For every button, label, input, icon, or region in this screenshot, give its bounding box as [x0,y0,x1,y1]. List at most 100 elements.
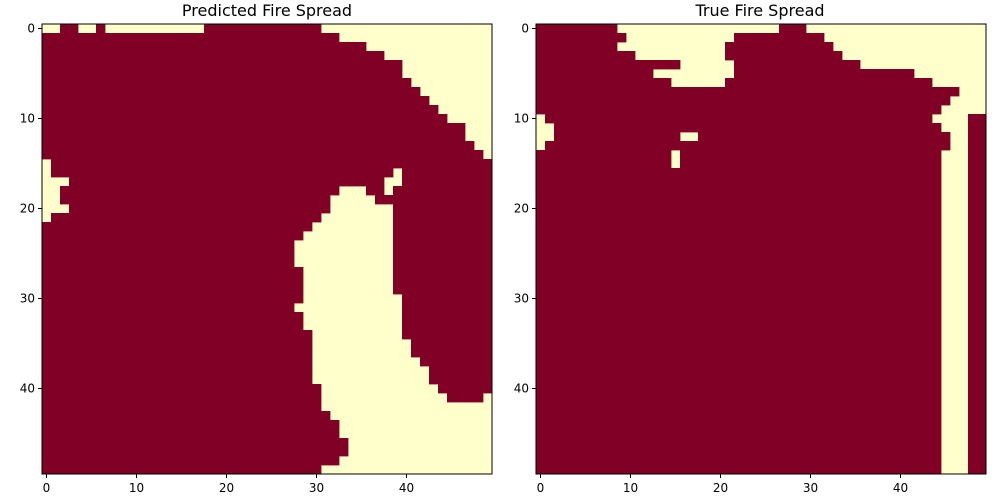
heatmap-cell-run [545,114,933,124]
heatmap-cell-run [60,24,79,34]
y-tick-label: 40 [514,382,529,396]
heatmap-cell-run [968,177,987,187]
heatmap-cell-run [968,393,987,403]
heatmap-cell-run [393,240,493,250]
heatmap-cell-run [42,267,304,277]
heatmap-cell-run [42,150,484,160]
heatmap-cell-run [968,357,987,367]
heatmap-cell-run [536,33,627,43]
heatmap-cell-run [402,303,493,313]
heatmap-cell-run [42,33,340,43]
heatmap-cell-run [393,231,493,241]
heatmap-cell-run [536,105,942,115]
heatmap-cell-run [536,69,654,79]
heatmap-cell-run [968,186,987,196]
heatmap-cell-run [536,42,618,52]
heatmap-cell-run [375,195,493,205]
heatmap-cell-run [680,150,942,160]
heatmap-cell-run [42,321,304,331]
heatmap-cell-run [536,51,636,61]
x-tick-label: 0 [43,481,51,495]
heatmap-cell-run [968,402,987,412]
heatmap-cell-run [42,96,430,106]
x-tick-label: 30 [803,481,818,495]
heatmap-cell-run [536,231,942,241]
predicted-fire-spread-panel: Predicted Fire Spread 0 10 20 30 40 0 10 20 30 40 [20,1,493,495]
heatmap-cell-run [536,393,942,403]
heatmap-cell-run [402,321,493,331]
heatmap-cell-run [429,366,493,376]
heatmap-cell-run [411,339,493,349]
heatmap-cell-run [698,132,951,142]
y-tick-label: 30 [20,292,35,306]
heatmap-cell-run [536,177,942,187]
heatmap-cell-run [968,195,987,205]
heatmap-cell-run [536,267,942,277]
heatmap-cell-run [554,123,942,133]
heatmap-cell-run [536,384,942,394]
heatmap-cell-run [536,195,942,205]
heatmap-cell-run [51,213,322,223]
heatmap-cell-run [680,159,942,169]
heatmap-cell-run [536,87,960,97]
heatmap-cell-run [536,348,942,358]
x-tick-label: 20 [713,481,728,495]
heatmap-cell-run [42,339,313,349]
heatmap-cell-run [42,123,466,133]
heatmap-cell-run [968,276,987,286]
heatmap-cell-run [42,51,385,61]
heatmap-cell-run [42,231,304,241]
heatmap-cell-run [968,456,987,466]
heatmap-cell-run [393,222,493,232]
heatmap-cell-run [536,294,942,304]
heatmap-cell-run [42,465,322,475]
heatmap-cell-run [968,384,987,394]
heatmap-cell-run [536,366,942,376]
heatmap-cell-run [42,330,313,340]
heatmap-cell-run [968,420,987,430]
heatmap-cell-run [536,78,672,88]
heatmap-cell-run [393,249,493,259]
x-tick-label: 0 [537,481,545,495]
heatmap-cell-run [968,222,987,232]
heatmap-cell-run [393,186,493,196]
heatmap-cell-run [536,222,942,232]
heatmap-cell-run [536,24,618,34]
heatmap-cell-run [69,177,385,187]
x-tick-label: 20 [219,481,234,495]
y-tick-label: 30 [514,292,529,306]
heatmap-cell-run [42,366,313,376]
heatmap-cell-run [734,69,915,79]
heatmap-cell-run [725,78,933,88]
heatmap-cell-run [968,294,987,304]
predicted-heatmap [42,24,493,475]
heatmap-cell-run [42,456,340,466]
heatmap-cell-run [536,285,942,295]
heatmap-cell-run [968,114,987,124]
heatmap-cell-run [536,150,672,160]
heatmap-cell-run [536,429,942,439]
heatmap-cell-run [42,114,448,124]
heatmap-cell-run [42,60,403,70]
heatmap-cell-run [42,78,412,88]
heatmap-cell-run [536,276,942,286]
heatmap-cell-run [42,357,313,367]
heatmap-cell-run [42,402,322,412]
true-heatmap [536,24,987,475]
y-tick-label: 0 [27,22,35,36]
heatmap-cell-run [968,447,987,457]
heatmap-cell-run [968,375,987,385]
heatmap-cell-run [42,141,475,151]
x-tick-label: 30 [309,481,324,495]
heatmap-cell-run [968,465,987,475]
heatmap-cell-run [968,267,987,277]
heatmap-cell-run [402,177,493,187]
heatmap-cell-run [42,276,304,286]
heatmap-cell-run [42,258,295,268]
heatmap-cell-run [779,24,807,34]
heatmap-cell-run [42,249,295,259]
heatmap-cell-run [393,285,493,295]
heatmap-cell-run [968,240,987,250]
heatmap-cell-run [725,51,843,61]
